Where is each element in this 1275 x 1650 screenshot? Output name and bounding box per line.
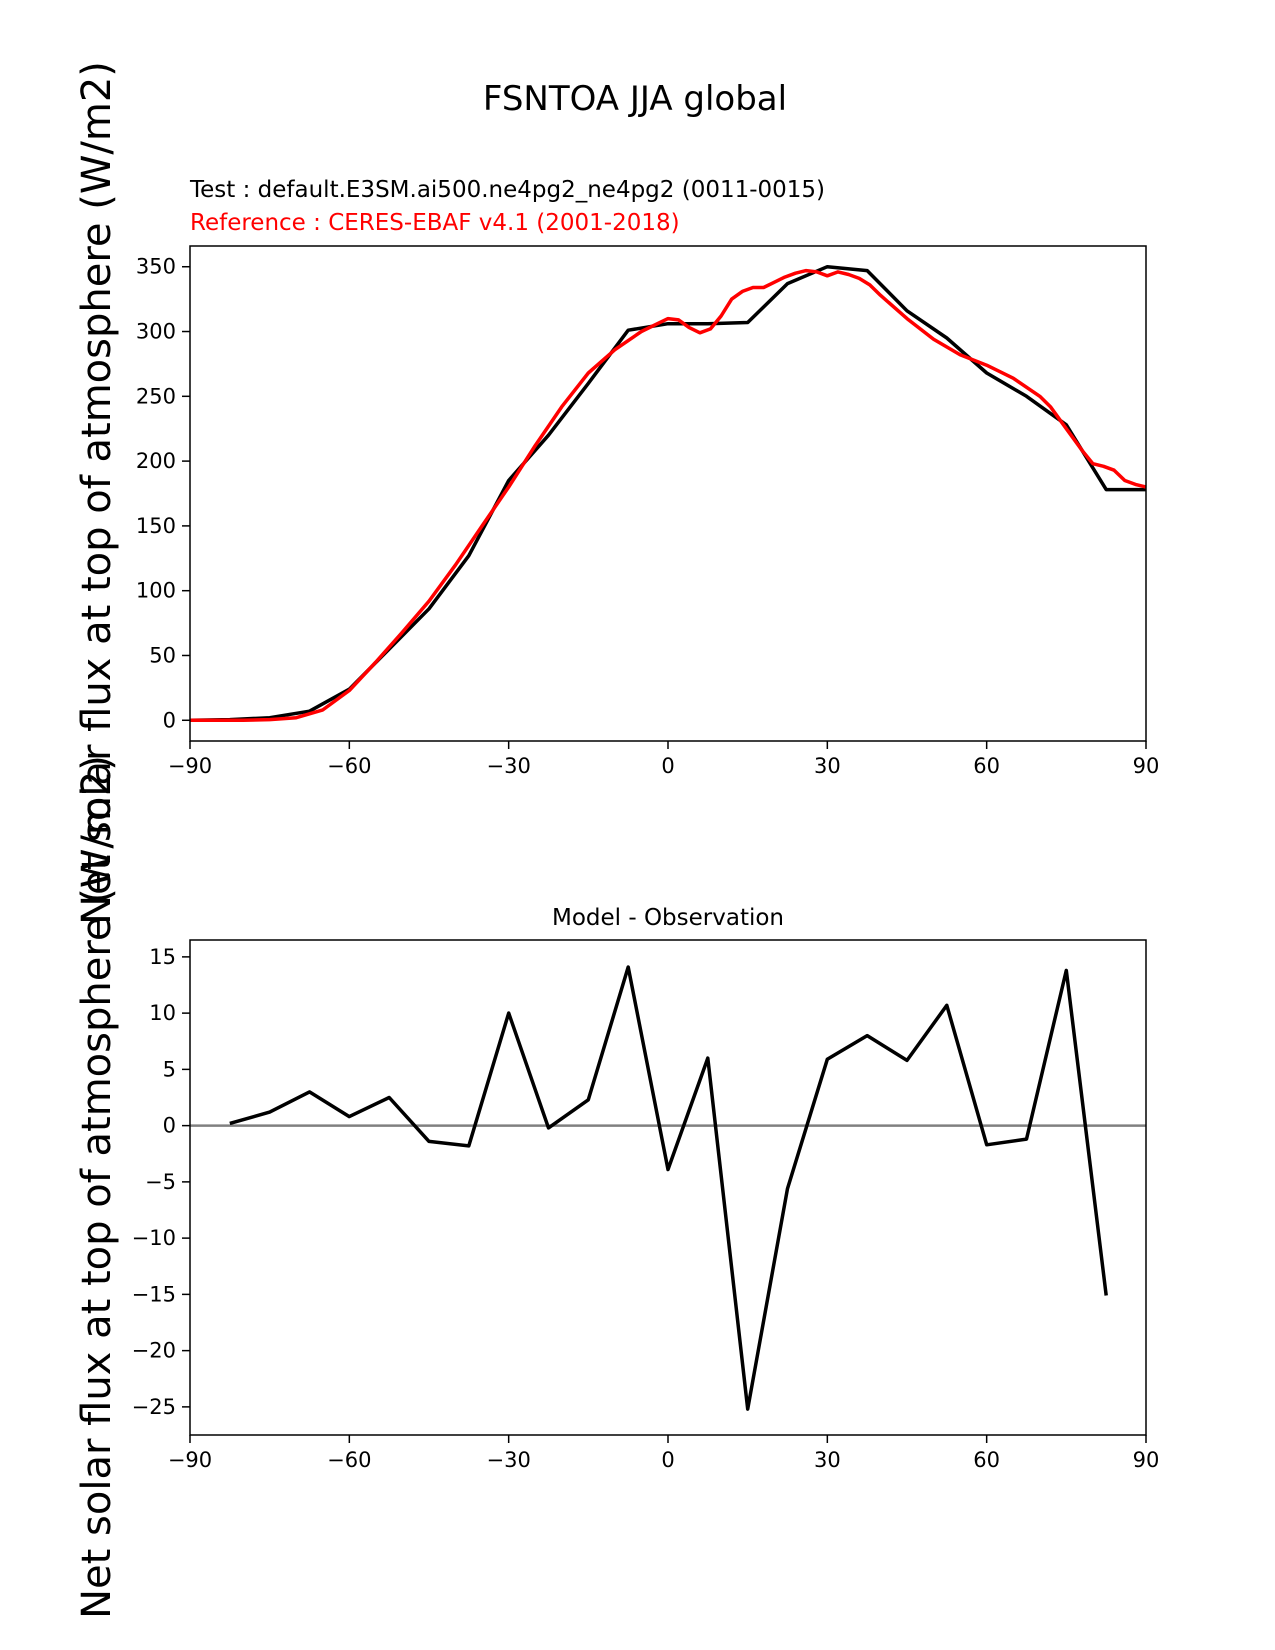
x-tick-label: 0 <box>661 754 674 778</box>
x-tick-label: −30 <box>487 754 531 778</box>
bottom-y-axis-label: Net solar flux at top of atmosphere (W/m… <box>74 755 120 1619</box>
y-tick-label: 200 <box>136 449 176 473</box>
x-tick-label: −60 <box>327 1448 371 1472</box>
series-line-2 <box>190 268 1147 723</box>
y-tick-label: 10 <box>149 1001 176 1025</box>
x-tick-label: −90 <box>168 754 212 778</box>
y-tick-label: 100 <box>136 579 176 603</box>
x-tick-label: 30 <box>814 754 841 778</box>
y-tick-label: −5 <box>145 1170 176 1194</box>
y-tick-label: −25 <box>132 1395 176 1419</box>
test-label: Test : default.E3SM.ai500.ne4pg2_ne4pg2 … <box>189 177 825 203</box>
y-tick-label: 250 <box>136 384 176 408</box>
y-tick-label: 0 <box>163 708 176 732</box>
bottom-plot-title: Model - Observation <box>552 905 784 931</box>
top-y-axis-label: Net solar flux at top of atmosphere (W/m… <box>74 61 120 925</box>
top-plot-area: −90 −60 −30 0 30 60 90 0 50 100 150 200 250 300 350 <box>136 255 1159 778</box>
y-tick-label: 150 <box>136 514 176 538</box>
series-line-1 <box>229 965 1108 1411</box>
y-tick-label: 50 <box>149 643 176 667</box>
x-tick-label: 90 <box>1133 1448 1160 1472</box>
figure-title: FSNTOA JJA global <box>483 79 787 119</box>
y-tick-label: −15 <box>132 1282 176 1306</box>
y-tick-label: 350 <box>136 255 176 279</box>
series-line-1 <box>189 264 1146 723</box>
x-tick-label: 90 <box>1133 754 1160 778</box>
y-tick-label: 0 <box>163 1114 176 1138</box>
x-tick-label: 60 <box>973 1448 1000 1472</box>
x-tick-label: −90 <box>168 1448 212 1472</box>
x-tick-label: 60 <box>973 754 1000 778</box>
x-tick-label: −30 <box>487 1448 531 1472</box>
y-tick-label: 5 <box>163 1057 176 1081</box>
y-tick-label: 300 <box>136 320 176 344</box>
x-tick-label: 0 <box>661 1448 674 1472</box>
bottom-panel: Model - Observation −90 −60 −30 0 30 60 90−25−… <box>74 755 1159 1619</box>
top-panel: Test : default.E3SM.ai500.ne4pg2_ne4pg2 … <box>74 61 1159 925</box>
y-tick-label: −20 <box>132 1339 176 1363</box>
bottom-plot-area: −90 −60 −30 0 30 60 90 −25 −20 −15 −10 −5 0 5 10 15 <box>132 945 1160 1472</box>
reference-label: Reference : CERES-EBAF v4.1 (2001-2018) <box>190 210 680 236</box>
top-plot-frame <box>189 245 1147 742</box>
x-tick-label: 30 <box>814 1448 841 1472</box>
y-tick-label: 15 <box>149 945 176 969</box>
bottom-plot-frame <box>189 939 1147 1436</box>
y-tick-label: −10 <box>132 1226 176 1250</box>
x-tick-label: −60 <box>327 754 371 778</box>
